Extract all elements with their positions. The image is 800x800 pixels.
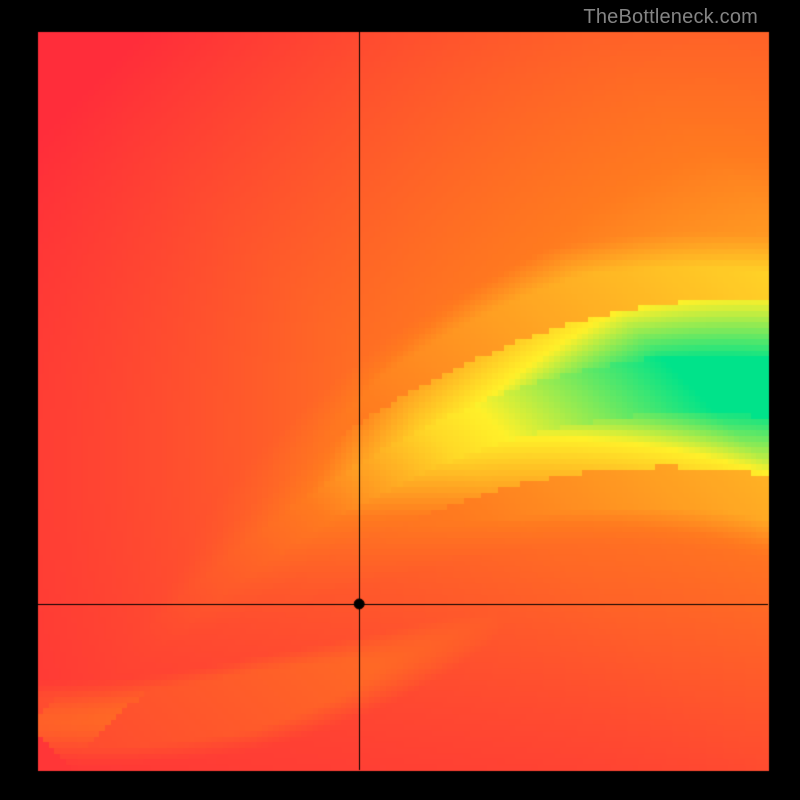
watermark-label: TheBottleneck.com [583,6,758,29]
chart-container: TheBottleneck.com [0,0,800,800]
bottleneck-heatmap-canvas [0,0,800,800]
